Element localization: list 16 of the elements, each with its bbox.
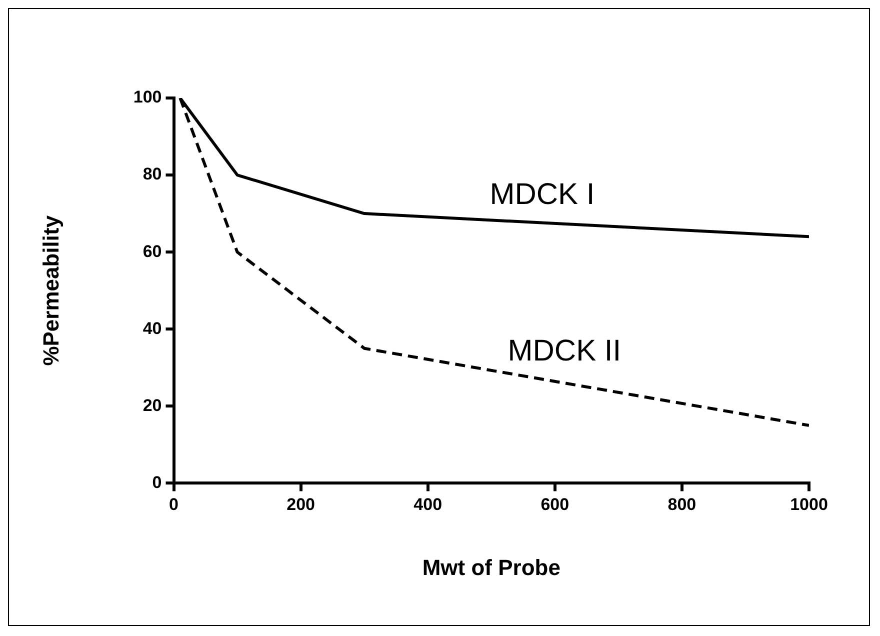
y-tick-label: 40 [142,318,162,338]
x-tick-label: 600 [540,495,570,514]
series-label: MDCK II [508,334,622,368]
x-tick-label: 0 [169,495,178,514]
x-tick-label: 800 [668,495,696,514]
y-tick-label: 0 [152,472,162,492]
y-tick-label: 80 [142,164,162,184]
x-tick-label: 200 [286,495,315,514]
x-tick-label: 1000 [790,495,828,514]
x-tick-label: 400 [414,495,442,514]
y-tick-label: 20 [142,396,162,415]
x-axis-title: Mwt of Probe [422,554,560,580]
y-tick-label: 100 [133,88,162,107]
series-label: MDCK I [490,178,595,212]
y-axis-title: %Permeability [38,214,64,366]
y-tick-label: 60 [142,242,162,261]
